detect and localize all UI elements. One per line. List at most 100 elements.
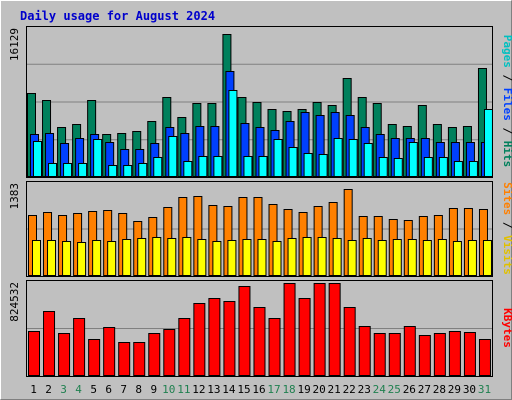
x-tick-label: 15 bbox=[237, 383, 250, 396]
bar-visits-day-31 bbox=[482, 240, 492, 276]
bar-pages-day-14 bbox=[228, 90, 238, 177]
x-tick-label: 11 bbox=[177, 383, 190, 396]
x-tick-label: 20 bbox=[313, 383, 326, 396]
series-visits bbox=[32, 237, 492, 276]
y-max-label: 16129 bbox=[8, 28, 21, 61]
x-tick-label: 24 bbox=[373, 383, 387, 396]
bar-visits-day-16 bbox=[257, 239, 267, 276]
side-label-part: / bbox=[501, 68, 512, 88]
bar-pages-day-9 bbox=[153, 157, 163, 177]
x-tick-label: 10 bbox=[162, 383, 175, 396]
bar-kbytes-day-29 bbox=[448, 331, 461, 376]
bar-visits-day-2 bbox=[47, 240, 57, 276]
bar-visits-day-4 bbox=[77, 242, 87, 276]
x-tick-label: 6 bbox=[105, 383, 112, 396]
bar-visits-day-22 bbox=[347, 240, 357, 276]
bar-kbytes-day-23 bbox=[358, 326, 371, 376]
bar-kbytes-day-26 bbox=[403, 326, 416, 376]
bar-pages-day-4 bbox=[78, 163, 88, 177]
bar-kbytes-day-25 bbox=[388, 333, 401, 376]
bar-pages-day-13 bbox=[213, 156, 223, 177]
bar-kbytes-day-1 bbox=[28, 331, 40, 376]
bar-kbytes-day-5 bbox=[88, 339, 101, 376]
bar-pages-day-11 bbox=[183, 161, 193, 177]
x-tick-label: 31 bbox=[478, 383, 491, 396]
bar-kbytes-day-28 bbox=[433, 333, 446, 376]
x-tick-label: 22 bbox=[343, 383, 356, 396]
bar-pages-day-19 bbox=[303, 153, 313, 177]
bar-visits-day-28 bbox=[437, 239, 447, 276]
x-tick-label: 4 bbox=[75, 383, 82, 396]
bar-kbytes-day-16 bbox=[253, 307, 266, 376]
bar-kbytes-day-18 bbox=[283, 283, 296, 376]
bar-visits-day-29 bbox=[452, 241, 462, 276]
bar-visits-day-3 bbox=[62, 241, 72, 276]
chart-title: Daily usage for August 2024 bbox=[20, 9, 215, 23]
bar-kbytes-day-13 bbox=[208, 298, 221, 376]
bar-visits-day-17 bbox=[272, 241, 282, 276]
side-label-part: Files bbox=[501, 88, 512, 121]
y-max-label: 1383 bbox=[8, 183, 21, 210]
bar-pages-day-21 bbox=[333, 138, 343, 177]
bar-visits-day-9 bbox=[152, 237, 162, 276]
bar-pages-day-16 bbox=[258, 156, 268, 177]
bar-kbytes-day-14 bbox=[223, 301, 236, 376]
bar-visits-day-18 bbox=[287, 238, 297, 276]
bar-visits-day-8 bbox=[137, 238, 147, 276]
panel-sites-visits: 1383 bbox=[8, 181, 493, 277]
bar-pages-day-23 bbox=[363, 143, 373, 177]
series-side-labels: Pages / Files / Hits Sites / Visits KBytes bbox=[501, 35, 512, 348]
bar-kbytes-day-21 bbox=[328, 283, 341, 376]
side-label-part: Hits bbox=[501, 141, 512, 168]
x-tick-label: 5 bbox=[90, 383, 97, 396]
x-tick-label: 2 bbox=[45, 383, 52, 396]
bar-kbytes-day-15 bbox=[238, 286, 251, 376]
bar-pages-day-30 bbox=[468, 161, 478, 177]
side-label-middle: Sites / Visits bbox=[501, 182, 512, 275]
bar-visits-day-7 bbox=[122, 239, 132, 276]
bar-visits-day-27 bbox=[422, 240, 432, 276]
bar-kbytes-day-11 bbox=[178, 318, 191, 376]
bar-kbytes-day-27 bbox=[418, 335, 431, 376]
bar-visits-day-10 bbox=[167, 238, 177, 276]
bar-visits-day-25 bbox=[392, 239, 402, 276]
x-tick-label: 14 bbox=[222, 383, 236, 396]
bar-visits-day-23 bbox=[362, 238, 372, 276]
chart-panels: 16129 1383 824532 bbox=[8, 26, 493, 377]
x-tick-label: 16 bbox=[252, 383, 265, 396]
bar-pages-day-12 bbox=[198, 156, 208, 177]
bar-visits-day-19 bbox=[302, 237, 312, 276]
bar-pages-day-26 bbox=[408, 142, 418, 177]
bar-pages-day-27 bbox=[423, 157, 433, 177]
bar-pages-day-18 bbox=[288, 147, 298, 177]
bar-kbytes-day-24 bbox=[373, 333, 386, 376]
y-max-label: 824532 bbox=[8, 282, 21, 322]
x-tick-label: 30 bbox=[463, 383, 476, 396]
side-label-part: / bbox=[501, 121, 512, 141]
bar-pages-day-20 bbox=[318, 154, 328, 177]
bar-kbytes-day-7 bbox=[118, 342, 131, 376]
x-tick-label: 12 bbox=[192, 383, 205, 396]
x-tick-label: 17 bbox=[267, 383, 280, 396]
bar-pages-day-10 bbox=[168, 136, 178, 177]
bar-visits-day-12 bbox=[197, 239, 207, 276]
panel-hits-files-pages: 16129 bbox=[8, 26, 493, 178]
series-kbytes bbox=[28, 283, 491, 376]
bar-pages-day-24 bbox=[378, 157, 388, 177]
bar-kbytes-day-30 bbox=[463, 332, 476, 376]
bar-pages-day-5 bbox=[93, 139, 103, 177]
side-label-part: / bbox=[501, 215, 512, 235]
x-tick-label: 27 bbox=[418, 383, 431, 396]
side-label-bottom: KBytes bbox=[501, 308, 512, 348]
bar-visits-day-14 bbox=[227, 240, 237, 276]
side-label-top: Pages / Files / Hits bbox=[501, 35, 512, 168]
x-tick-label: 7 bbox=[120, 383, 127, 396]
bar-kbytes-day-22 bbox=[343, 307, 356, 376]
x-axis-day-labels: 1 2 3 4 5 6 7 8 9 10 11 12 13 14 15 16 17 18 19 20 21 22 23 24 2… bbox=[30, 383, 491, 396]
bar-pages-day-25 bbox=[393, 158, 403, 177]
bar-visits-day-21 bbox=[332, 238, 342, 276]
series-pages bbox=[33, 90, 493, 177]
x-tick-label: 28 bbox=[433, 383, 446, 396]
bar-kbytes-day-3 bbox=[58, 333, 71, 376]
